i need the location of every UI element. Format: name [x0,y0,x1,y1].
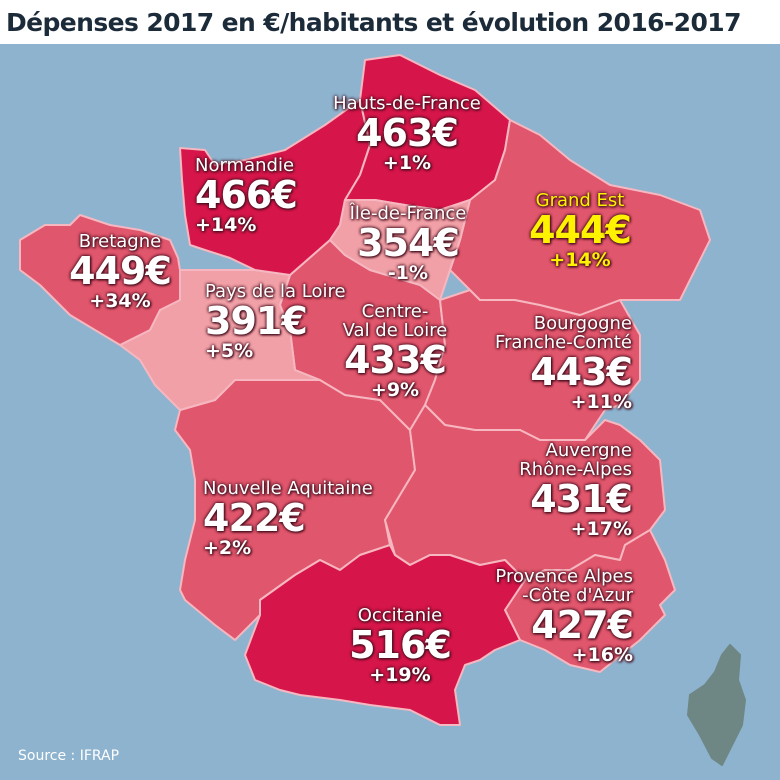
label-normandie: Normandie 466€ +14% [195,155,315,236]
region-paca[interactable] [504,529,676,673]
region-change: +5% [205,339,254,362]
region-value: 449€ [69,248,172,293]
region-name: Île-de-France [349,203,467,224]
label-paca: Provence Alpes -Côte d'Azur 427€ +16% [478,566,634,666]
region-name: Centre- [361,301,429,322]
region-name: Nouvelle Aquitaine [203,478,373,499]
region-value: 422€ [203,495,306,540]
region-change: +19% [369,663,431,686]
label-nouvelle-aquitaine: Nouvelle Aquitaine 422€ +2% [203,478,393,559]
region-ile-de-france[interactable] [329,199,471,301]
region-value: 516€ [349,622,452,667]
label-ile-de-france: Île-de-France 354€ -1% [333,203,483,284]
region-name-2: Val de Loire [342,319,448,341]
label-auvergne-rhone-alpes: Auvergne Rhône-Alpes 431€ +17% [490,440,633,540]
region-name: Auvergne [545,440,632,461]
label-bretagne: Bretagne 449€ +34% [60,231,180,312]
region-value: 354€ [357,220,460,265]
region-name-2: Franche-Comté [494,331,632,353]
page-title: Dépenses 2017 en €/habitants et évolutio… [6,7,741,37]
label-hauts-de-france: Hauts-de-France 463€ +1% [322,93,492,174]
region-bretagne[interactable] [19,214,181,346]
region-name: Normandie [195,155,295,176]
label-occitanie: Occitanie 516€ +19% [325,605,475,686]
region-change: +11% [570,390,632,413]
region-name: Bourgogne [533,313,632,334]
region-value: 443€ [530,349,633,394]
region-name: Pays de la Loire [205,281,346,302]
source-note: Source : IFRAP [18,748,120,764]
region-change: +34% [89,289,151,312]
region-value: 466€ [195,172,298,217]
region-name-2: Rhône-Alpes [519,458,632,480]
title-bar: Dépenses 2017 en €/habitants et évolutio… [0,0,780,44]
region-value: 427€ [531,602,634,647]
region-corse[interactable] [687,644,746,766]
label-grand-est: Grand Est 444€ +14% [520,190,640,271]
region-change: +9% [370,378,420,401]
region-name: Occitanie [357,605,443,626]
region-change: -1% [387,261,429,284]
region-value: 431€ [530,476,633,521]
region-change: +17% [570,517,632,540]
region-name: Grand Est [535,190,625,211]
region-name: Bretagne [78,231,162,252]
region-change: +1% [382,151,432,174]
label-centre-val-de-loire: Centre- Val de Loire 433€ +9% [320,301,470,401]
label-bourgogne-franche-comte: Bourgogne Franche-Comté 443€ +11% [470,313,633,413]
region-value: 391€ [205,298,308,343]
region-name: Hauts-de-France [333,93,481,114]
region-change: +14% [195,213,257,236]
region-change: +16% [571,643,633,666]
region-name-2: -Côte d'Azur [522,584,633,606]
region-value: 433€ [344,337,447,382]
region-change: +14% [549,248,611,271]
region-value: 444€ [529,207,632,252]
region-occitanie[interactable] [244,544,526,726]
region-change: +2% [203,536,252,559]
region-name: Provence Alpes [495,566,633,587]
label-pays-de-la-loire: Pays de la Loire 391€ +5% [205,281,365,362]
region-value: 463€ [356,110,459,155]
